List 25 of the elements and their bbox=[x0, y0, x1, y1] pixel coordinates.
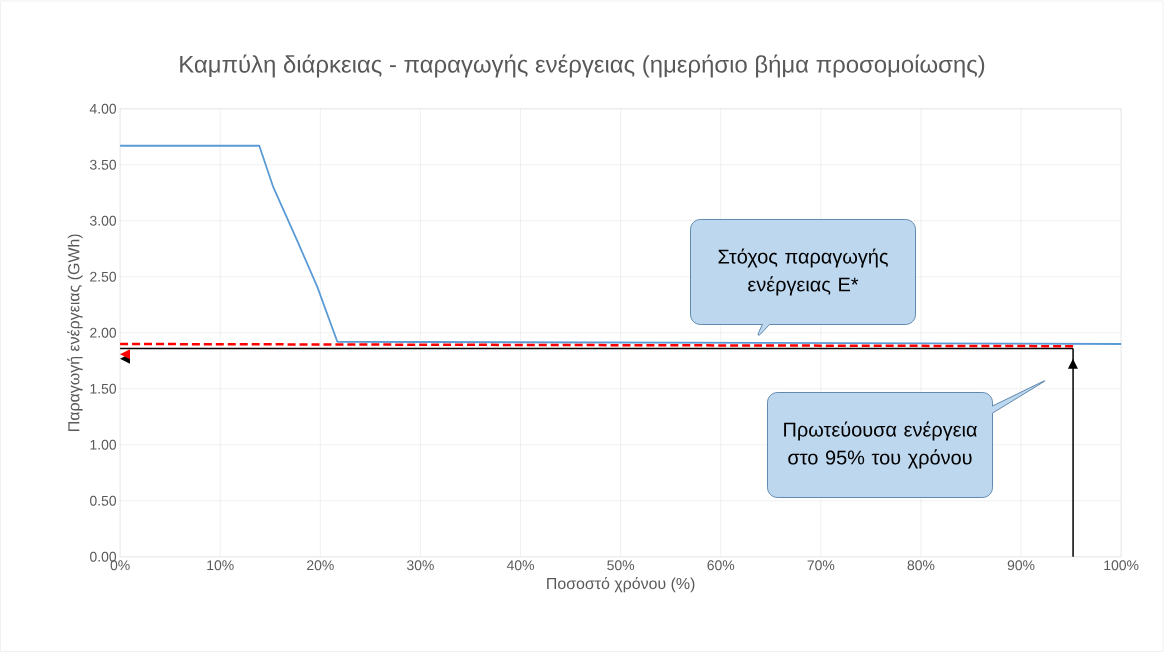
y-tick-label: 1.50 bbox=[90, 383, 117, 394]
y-axis-title: Παραγωγή ενέργειας (GWh) bbox=[67, 234, 83, 431]
x-axis-title: Ποσοστό χρόνου (%) bbox=[547, 577, 695, 593]
x-tick-label: 90% bbox=[1007, 560, 1035, 571]
annotation: Στόχος παραγωγής ενέργειας E* bbox=[718, 248, 888, 296]
y-tick-label: 3.50 bbox=[89, 159, 117, 170]
x-tick-label: 80% bbox=[907, 560, 935, 571]
y-tick-label: 2.50 bbox=[90, 271, 117, 282]
x-tick-label: 60% bbox=[707, 560, 735, 571]
x-tick-label: 70% bbox=[807, 560, 835, 571]
y-tick-label: 0.00 bbox=[90, 551, 117, 562]
x-tick-label: 100% bbox=[1104, 560, 1139, 571]
x-tick-label: 50% bbox=[607, 560, 635, 571]
y-tick-label: 3.00 bbox=[89, 215, 117, 226]
x-tick-label: 40% bbox=[506, 560, 534, 571]
annotation: Πρωτεύουσα ενέργεια στο 95% του χρόνου bbox=[784, 421, 977, 469]
y-tick-label: 0.50 bbox=[90, 495, 117, 506]
x-tick-label: 10% bbox=[207, 560, 234, 571]
y-tick-label: 4.00 bbox=[89, 103, 117, 114]
chart-title: Καμπύλη διάρκειας - παραγωγής ενέργειας (ημερήσιο βήμα προσομοίωσης) bbox=[180, 54, 985, 78]
y-tick-label: 2.00 bbox=[90, 327, 117, 338]
x-tick-label: 20% bbox=[307, 560, 334, 571]
x-tick-label: 0% bbox=[110, 560, 130, 571]
y-tick-label: 1.00 bbox=[90, 439, 117, 450]
x-tick-label: 30% bbox=[407, 560, 434, 571]
